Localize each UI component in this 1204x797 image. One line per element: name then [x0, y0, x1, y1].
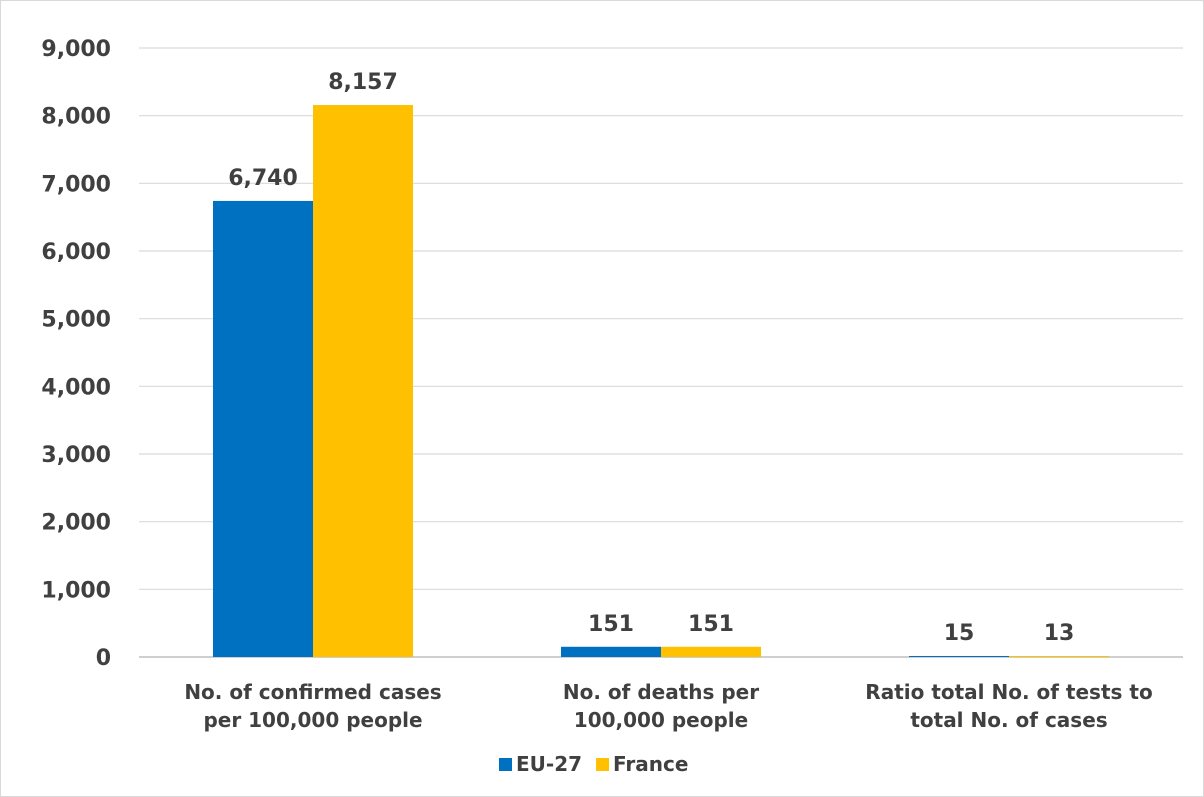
- bar-france: [1009, 656, 1109, 657]
- legend-label: EU-27: [516, 752, 582, 776]
- data-label: 15: [944, 621, 975, 646]
- category-label: per 100,000 people: [203, 708, 422, 732]
- category-label: Ratio total No. of tests to: [865, 680, 1152, 704]
- data-label: 6,740: [228, 166, 298, 191]
- legend-label: France: [613, 752, 688, 776]
- category-label: 100,000 people: [574, 708, 748, 732]
- legend-swatch: [499, 758, 512, 771]
- legend-swatch: [596, 758, 610, 771]
- y-tick-label: 3,000: [41, 443, 111, 468]
- bars: [213, 105, 1109, 658]
- bar-eu-27: [909, 655, 1009, 657]
- x-axis-category-labels: No. of confirmed cases per 100,000 people…: [184, 680, 1152, 732]
- bar-france: [661, 646, 761, 657]
- bar-eu-27: [561, 646, 661, 657]
- category-label: total No. of cases: [910, 708, 1107, 732]
- y-tick-label: 6,000: [41, 240, 111, 265]
- data-label: 151: [588, 612, 634, 637]
- bar-eu-27: [213, 200, 313, 657]
- y-tick-label: 5,000: [41, 308, 111, 333]
- y-tick-label: 9,000: [41, 37, 111, 62]
- bar-france: [313, 105, 413, 658]
- y-tick-label: 7,000: [41, 172, 111, 197]
- category-label: No. of deaths per: [563, 680, 759, 704]
- data-label: 151: [688, 612, 734, 637]
- y-axis-tick-labels: 0 1,000 2,000 3,000 4,000 5,000 6,000 7,000 8,00…: [41, 37, 111, 671]
- y-tick-label: 8,000: [41, 105, 111, 130]
- data-label: 8,157: [328, 70, 398, 95]
- data-label: 13: [1044, 621, 1075, 646]
- y-tick-label: 2,000: [41, 511, 111, 536]
- y-tick-label: 0: [96, 646, 111, 671]
- data-labels: 6,740 8,157 151 151 15 13: [228, 70, 1074, 646]
- y-tick-label: 4,000: [41, 375, 111, 400]
- legend: EU-27 France: [499, 752, 688, 776]
- category-label: No. of confirmed cases: [184, 680, 441, 704]
- y-tick-label: 1,000: [41, 578, 111, 603]
